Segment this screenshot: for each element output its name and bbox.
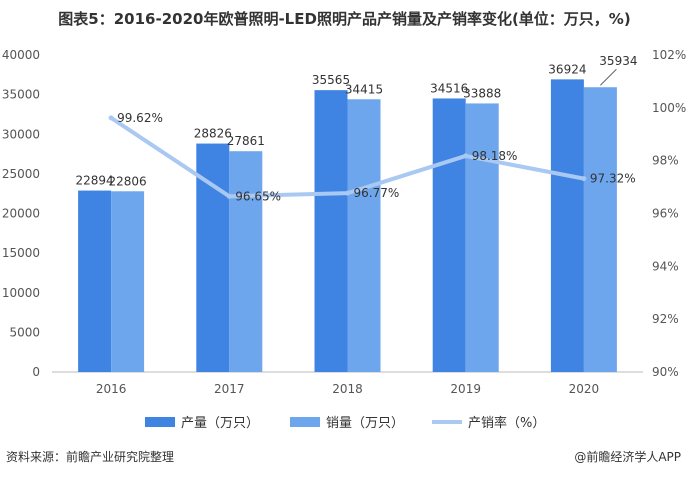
rate-value-label: 96.77% xyxy=(354,186,400,200)
bar-sales-value: 27861 xyxy=(227,134,265,148)
y-left-tick-label: 35000 xyxy=(2,88,40,102)
source-note: 资料来源：前瞻产业研究院整理 xyxy=(6,450,175,464)
y-left-tick-label: 20000 xyxy=(2,207,40,221)
y-right-tick-label: 94% xyxy=(652,259,679,273)
bar-production-value: 36924 xyxy=(548,62,586,76)
bar-sales-value: 22806 xyxy=(109,174,147,188)
x-tick-label: 2019 xyxy=(450,382,481,396)
bar-sales xyxy=(111,191,145,372)
bar-production-value: 28826 xyxy=(194,127,232,141)
rate-point xyxy=(463,153,469,159)
credit-note: @前瞻经济学人APP xyxy=(574,450,681,464)
x-tick-label: 2016 xyxy=(96,382,127,396)
bar-sales-value: 34415 xyxy=(345,82,383,96)
y-right-tick-label: 102% xyxy=(652,48,686,62)
x-axis: 2016 2017 2018 2019 2020 xyxy=(96,382,599,396)
rate-value-label: 97.32% xyxy=(590,172,636,186)
bar-sales xyxy=(347,99,381,373)
bar-production xyxy=(314,90,348,373)
rate-point xyxy=(345,190,350,196)
x-tick-label: 2017 xyxy=(214,382,245,396)
bar-production-value: 22894 xyxy=(76,174,114,188)
bar-production-value: 35565 xyxy=(312,73,350,87)
legend: 产量（万只） 销量（万只） 产销率（%） xyxy=(145,415,545,431)
y-left-axis: 0 5000 10000 15000 20000 25000 30000 35000 40000 xyxy=(2,48,40,379)
legend-sales-swatch xyxy=(290,417,320,427)
rate-value-label: 96.65% xyxy=(235,189,281,203)
chart-title: 图表5：2016-2020年欧普照明-LED照明产品产销量及产销率变化(单位：万… xyxy=(58,10,631,28)
rate-point xyxy=(226,193,232,199)
y-right-tick-label: 92% xyxy=(652,312,679,326)
x-tick-label: 2018 xyxy=(332,382,363,396)
legend-sales-label: 销量（万只） xyxy=(326,416,404,431)
y-right-tick-label: 90% xyxy=(652,365,679,379)
legend-production-label: 产量（万只） xyxy=(181,416,259,431)
y-left-tick-label: 30000 xyxy=(2,127,40,141)
legend-rate-label: 产销率（%） xyxy=(468,415,545,431)
y-right-tick-label: 98% xyxy=(652,154,679,168)
bar-production xyxy=(78,190,112,372)
y-left-tick-label: 40000 xyxy=(2,48,40,62)
y-left-tick-label: 0 xyxy=(32,365,40,379)
rate-value-label: 99.62% xyxy=(117,111,163,125)
y-left-tick-label: 15000 xyxy=(2,246,40,260)
bar-sales-value: 33888 xyxy=(463,86,501,100)
y-left-tick-label: 25000 xyxy=(2,167,40,181)
y-right-axis: 90% 92% 94% 96% 98% 100% 102% xyxy=(652,48,686,379)
y-right-tick-label: 96% xyxy=(652,207,679,221)
bar-production xyxy=(432,98,466,373)
y-left-tick-label: 5000 xyxy=(9,325,40,339)
leader-line xyxy=(600,68,617,86)
bar-sales xyxy=(229,151,263,372)
bar-production xyxy=(196,143,230,372)
rate-point xyxy=(108,115,114,121)
bar-sales xyxy=(583,87,617,372)
bar-sales xyxy=(465,103,499,373)
bar-production xyxy=(550,79,584,373)
rate-value-label: 98.18% xyxy=(472,149,518,163)
y-right-tick-label: 100% xyxy=(652,101,686,115)
rate-point xyxy=(581,176,587,182)
bar-production-value: 34516 xyxy=(430,81,468,95)
y-left-tick-label: 10000 xyxy=(2,286,40,300)
x-tick-label: 2020 xyxy=(569,382,600,396)
legend-production-swatch xyxy=(145,417,175,427)
bar-sales-value: 35934 xyxy=(599,54,637,68)
bars-group xyxy=(78,79,617,373)
rate-line-group: 99.62% 96.65% 96.77% 98.18% 97.32% xyxy=(108,111,636,203)
